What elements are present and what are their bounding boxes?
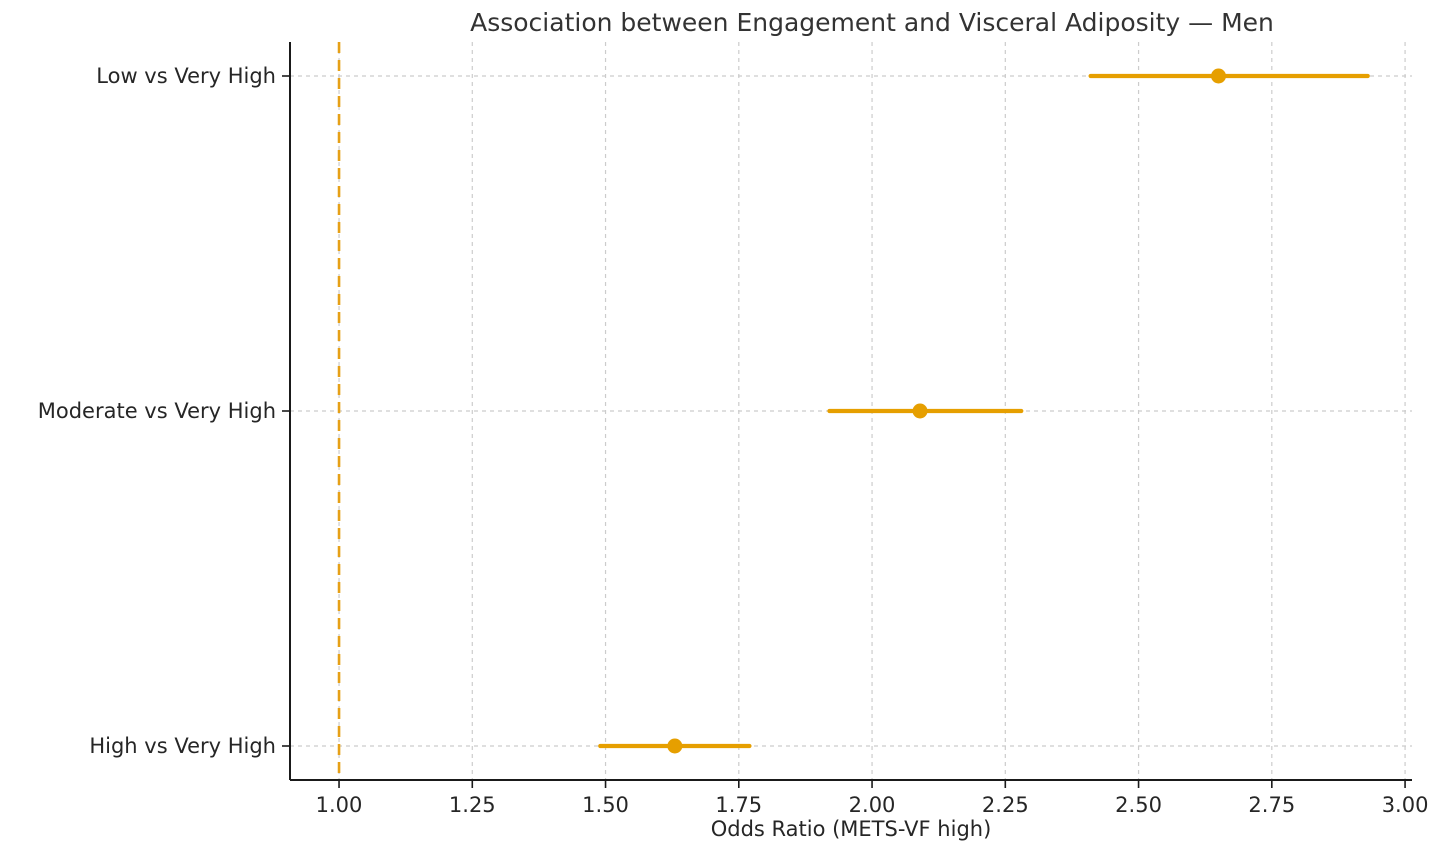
data-layer [598,68,1370,754]
y-category-label: High vs Very High [89,734,276,758]
odds-ratio-marker [1211,68,1227,84]
x-axis-label: Odds Ratio (METS-VF high) [711,817,992,841]
odds-ratio-marker [912,403,928,419]
x-tick-label: 2.25 [982,793,1029,817]
x-tick-label: 2.50 [1115,793,1162,817]
x-tick-label: 2.75 [1248,793,1295,817]
x-tick-label: 1.00 [316,793,363,817]
chart-title: Association between Engagement and Visce… [470,8,1274,37]
x-tick-label: 1.25 [449,793,496,817]
y-category-label: Low vs Very High [96,64,276,88]
x-tick-label: 1.75 [715,793,762,817]
axis-layer: 1.00 1.25 1.50 1.75 2.00 2.25 2.50 2.75 3.00 Low … [38,42,1429,817]
x-tick-label: 3.00 [1382,793,1429,817]
x-tick-label: 2.00 [849,793,896,817]
x-tick-label: 1.50 [582,793,629,817]
odds-ratio-marker [667,738,683,754]
y-category-label: Moderate vs Very High [38,399,276,423]
